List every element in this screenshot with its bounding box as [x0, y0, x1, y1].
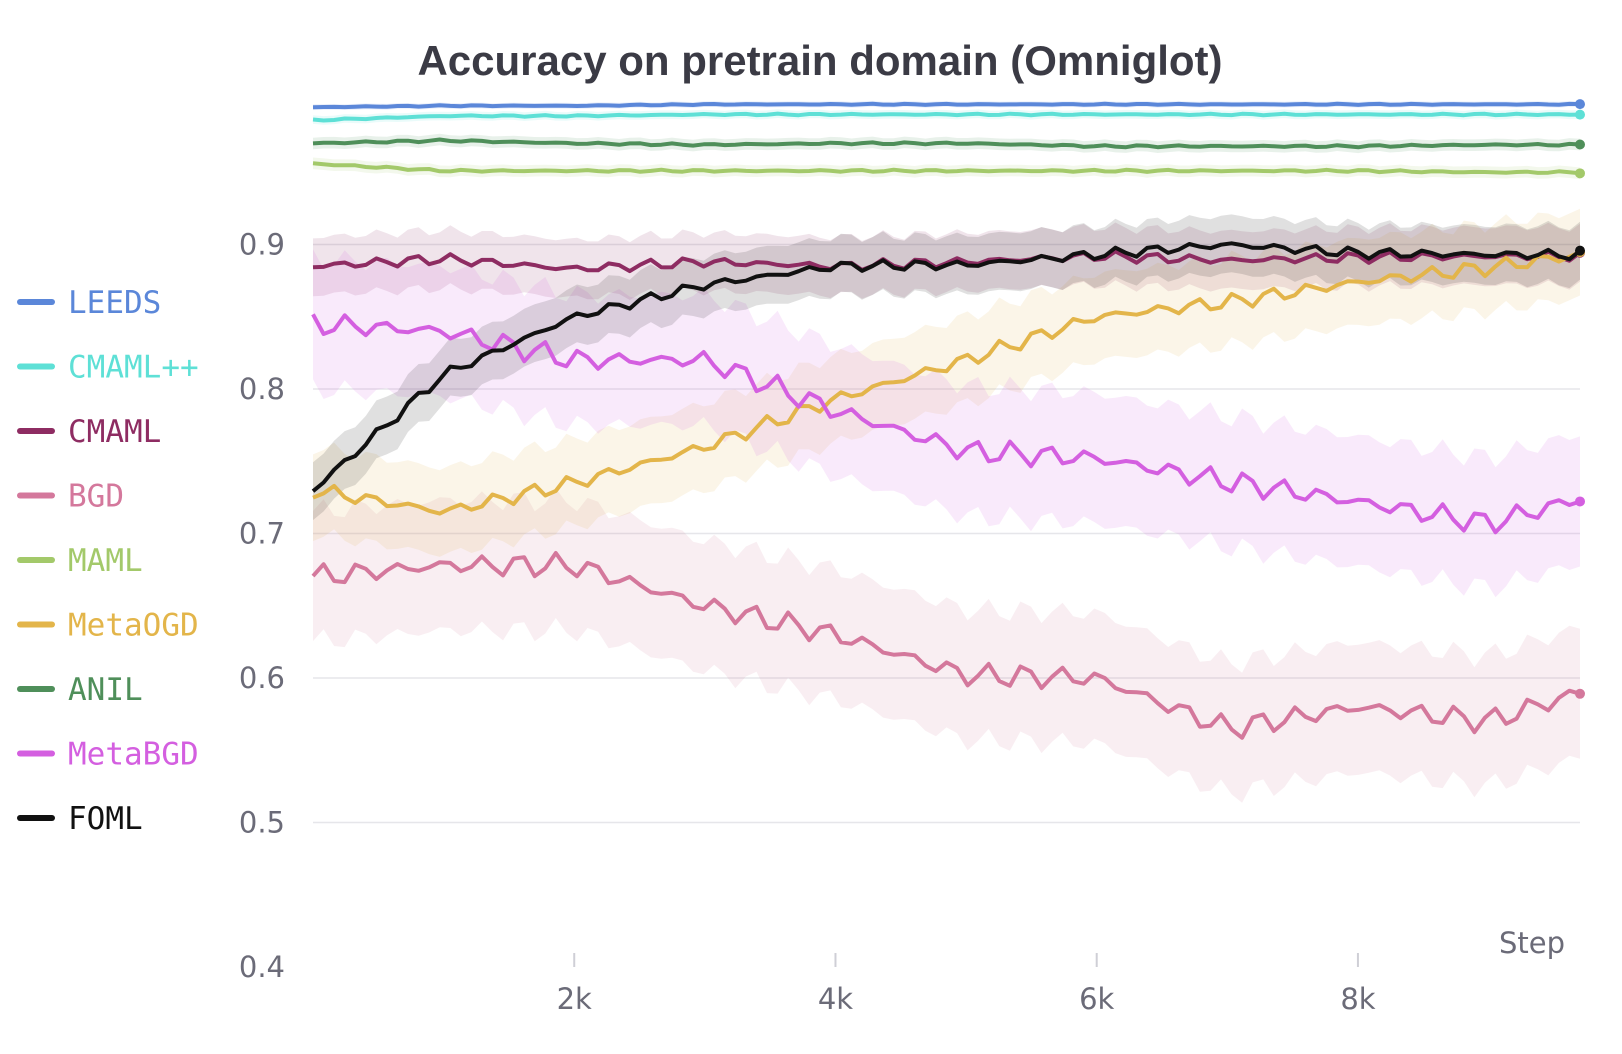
- line-bgd: [311, 551, 1581, 740]
- line-leeds: [312, 101, 1581, 110]
- end-point-anil: [1575, 139, 1585, 150]
- line-anil: [312, 137, 1581, 150]
- series-lines: [311, 99, 1585, 740]
- end-point-leeds: [1575, 99, 1585, 110]
- line-foml: [311, 241, 1582, 493]
- legend-label: BGD: [68, 479, 124, 515]
- line-maml: [312, 161, 1581, 176]
- end-point-metabgd: [1575, 496, 1585, 507]
- x-axis: 2k 4k 6k 8k: [557, 953, 1376, 1016]
- legend-label: LEEDS: [68, 285, 161, 321]
- band-maml: [313, 157, 1580, 180]
- y-axis: 0.4 0.5 0.6 0.7 0.8 0.9: [239, 228, 285, 985]
- x-tick-label: 8k: [1340, 982, 1375, 1016]
- line-cmaml: [312, 111, 1581, 123]
- confidence-bands: [313, 100, 1580, 803]
- legend-label: MAML: [68, 543, 143, 579]
- legend-label: CMAML: [68, 414, 161, 450]
- end-point-maml: [1575, 168, 1585, 179]
- y-tick-label: 0.8: [239, 372, 285, 406]
- x-tick-label: 2k: [557, 982, 592, 1016]
- legend: LEEDS CMAML++ CMAML BGD MAML MetaOGD ANIL MetaB…: [17, 285, 199, 837]
- end-point-cmaml: [1575, 109, 1585, 120]
- line-metaogd: [312, 250, 1581, 516]
- line-metabgd: [311, 313, 1581, 535]
- band-cmaml: [313, 109, 1580, 125]
- x-tick-label: 6k: [1079, 982, 1114, 1016]
- band-metabgd: [313, 249, 1580, 598]
- y-tick-label: 0.4: [239, 950, 285, 984]
- band-foml: [313, 214, 1580, 521]
- legend-label: ANIL: [68, 672, 143, 708]
- legend-label: MetaOGD: [68, 608, 199, 644]
- grid: [313, 243, 1580, 824]
- x-axis-label: Step: [1499, 926, 1565, 960]
- chart-title: Accuracy on pretrain domain (Omniglot): [417, 37, 1222, 84]
- end-point-foml: [1575, 245, 1585, 256]
- x-tick-label: 4k: [818, 982, 853, 1016]
- y-tick-label: 0.9: [239, 228, 285, 262]
- y-tick-label: 0.5: [239, 806, 285, 840]
- band-bgd: [313, 488, 1580, 803]
- legend-label: MetaBGD: [68, 737, 199, 773]
- y-tick-label: 0.6: [239, 661, 285, 695]
- legend-label: FOML: [68, 801, 143, 837]
- end-point-bgd: [1575, 688, 1585, 699]
- y-tick-label: 0.7: [239, 517, 285, 551]
- legend-label: CMAML++: [68, 350, 199, 386]
